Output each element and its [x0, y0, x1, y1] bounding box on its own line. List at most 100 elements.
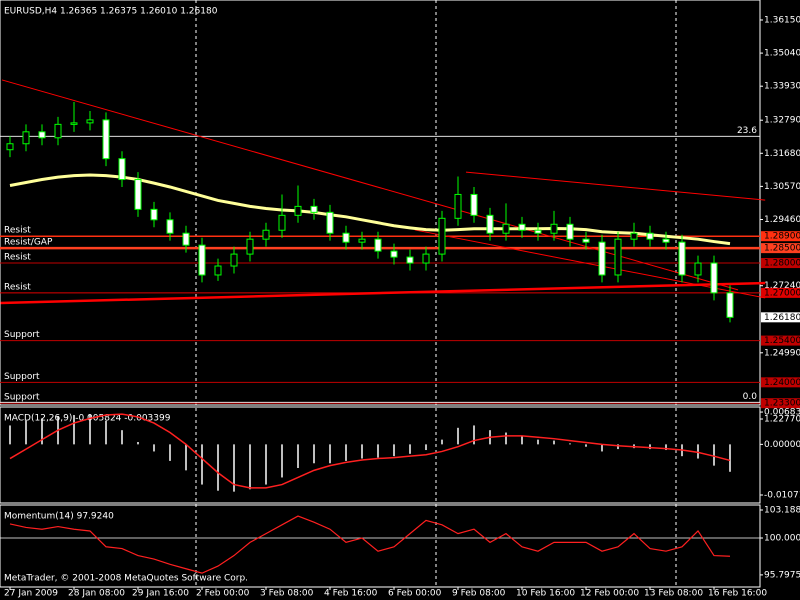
candle-body — [182, 232, 190, 246]
candle-body — [278, 214, 286, 231]
x-tick-label: 6 Feb 00:00 — [388, 589, 442, 599]
level-label: 1.28000 — [764, 259, 800, 269]
level-label: 1.27000 — [764, 288, 800, 298]
candle-body — [6, 143, 14, 151]
level-box — [761, 335, 800, 346]
candle-body — [326, 211, 334, 234]
candle-body — [166, 219, 174, 234]
trendline — [1, 79, 739, 291]
candle-body — [134, 179, 142, 210]
x-tick-label: 16 Feb 16:00 — [708, 589, 767, 599]
x-tick-label: 28 Jan 08:00 — [68, 589, 125, 599]
momentum-panel — [0, 504, 761, 588]
level-label: 1.28900 — [764, 232, 800, 242]
y-tick-label: 100.0000 — [764, 534, 800, 544]
candle-body — [390, 250, 398, 258]
macd-panel — [0, 406, 761, 504]
candle-body — [582, 238, 590, 243]
level-box — [761, 377, 800, 388]
x-tick-label: 2 Feb 00:00 — [196, 589, 250, 599]
x-tick-label: 3 Feb 08:00 — [260, 589, 314, 599]
x-tick-label: 13 Feb 08:00 — [644, 589, 703, 599]
level-box — [761, 398, 800, 409]
candle-body — [294, 205, 302, 216]
y-tick-label: 1.35040 — [764, 49, 800, 59]
level-box — [761, 231, 800, 242]
y-tick-label: 1.36150 — [764, 15, 800, 25]
price-panel — [0, 0, 761, 406]
y-tick-label: 1.27240 — [764, 281, 800, 291]
y-tick-label: -0.01071 — [764, 491, 800, 501]
x-tick-label: 10 Feb 16:00 — [516, 589, 575, 599]
momentum-line — [9, 515, 731, 574]
level-label: 1.23300 — [764, 399, 800, 409]
y-tick-label: 1.24990 — [764, 348, 800, 358]
panel-title: EURUSD,H4 1.26365 1.26375 1.26010 1.2618… — [4, 7, 218, 17]
candle-body — [214, 265, 222, 276]
level-box — [761, 243, 800, 254]
y-tick-label: 0.00000 — [764, 440, 800, 450]
price-label: 1.26180 — [764, 313, 800, 323]
level-name: Resist — [4, 226, 31, 236]
candle-body — [86, 119, 94, 124]
candle-body — [262, 229, 270, 240]
y-tick-label: 1.30570 — [764, 182, 800, 192]
candle-body — [198, 244, 206, 276]
candle-body — [710, 262, 718, 294]
week-separators — [195, 0, 677, 587]
price-box — [761, 312, 800, 323]
candle-body — [454, 193, 462, 219]
candle-body — [118, 158, 126, 181]
y-tick-label: 0.00683 — [764, 408, 800, 418]
moving-average — [9, 173, 731, 246]
level-box — [761, 258, 800, 269]
y-tick-label: 1.22770 — [764, 415, 800, 425]
y-tick-label: 103.1885 — [764, 506, 800, 516]
x-tick-label: 29 Jan 16:00 — [132, 589, 189, 599]
x-tick-label: 12 Feb 00:00 — [580, 589, 639, 599]
level-name: Support — [4, 393, 40, 403]
candle-body — [342, 232, 350, 243]
candle-body — [630, 232, 638, 240]
candle-body — [422, 253, 430, 264]
candle-body — [310, 205, 318, 213]
level-name: Resist — [4, 253, 31, 263]
candle-body — [534, 229, 542, 234]
y-tick-label: 1.33930 — [764, 82, 800, 92]
level-name: Support — [4, 372, 40, 382]
fib-label: 23.6 — [737, 126, 757, 136]
level-box — [761, 287, 800, 298]
trendline — [414, 229, 766, 299]
candle-body — [438, 217, 446, 255]
candle-body — [38, 131, 46, 139]
candle-body — [470, 193, 478, 216]
candle-body — [726, 292, 734, 318]
candle-body — [230, 253, 238, 267]
candle-body — [54, 123, 62, 139]
y-tick-label: 1.29460 — [764, 215, 800, 225]
candle-body — [678, 241, 686, 276]
candle-body — [70, 122, 78, 125]
footer: MetaTrader, © 2001-2008 MetaQuotes Softw… — [4, 574, 248, 584]
candle-body — [598, 241, 606, 276]
candle-body — [150, 208, 158, 221]
panel-title: Momentum(14) 97.9240 — [4, 512, 114, 522]
x-tick-label: 9 Feb 08:00 — [452, 589, 506, 599]
candle-body — [662, 238, 670, 243]
candle-body — [502, 223, 510, 234]
level-name: Support — [4, 330, 40, 340]
candle-body — [358, 238, 366, 243]
y-tick-label: 1.31680 — [764, 149, 800, 159]
y-tick-label: 1.32790 — [764, 116, 800, 126]
level-label: 1.24000 — [764, 378, 800, 388]
candle-body — [518, 223, 526, 231]
signal-line — [9, 413, 731, 489]
candle-body — [406, 256, 414, 264]
level-label: 1.28500 — [764, 244, 800, 254]
candle-body — [694, 262, 702, 276]
candle-body — [614, 238, 622, 276]
y-tick-label: 95.7975 — [764, 570, 800, 580]
candle-body — [566, 223, 574, 240]
candle-body — [102, 119, 110, 160]
